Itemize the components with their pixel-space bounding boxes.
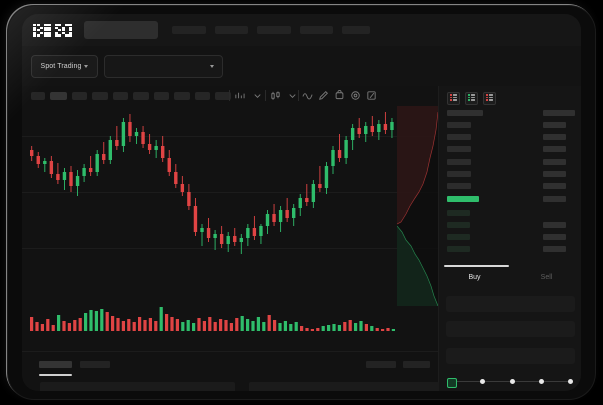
chevron-down-icon bbox=[210, 65, 214, 68]
top-navigation-bar bbox=[22, 14, 581, 46]
nav-item-0[interactable] bbox=[172, 26, 206, 34]
slider-stop[interactable] bbox=[510, 378, 515, 384]
order-amount-field[interactable] bbox=[446, 321, 575, 337]
orderbook-ask-qty[interactable] bbox=[543, 170, 566, 177]
orderbook-bid-qty[interactable] bbox=[543, 221, 566, 228]
line-wave-icon[interactable] bbox=[302, 90, 313, 101]
orderbook-ask-row[interactable] bbox=[447, 170, 471, 177]
orderbook-both-icon[interactable] bbox=[447, 92, 460, 105]
orderbook-ask-row[interactable] bbox=[447, 146, 471, 153]
bottom-action-0[interactable] bbox=[366, 361, 396, 368]
nav-item-1[interactable] bbox=[215, 26, 248, 34]
draw-pencil-icon[interactable] bbox=[318, 90, 329, 101]
timeframe-chip-8[interactable] bbox=[195, 92, 210, 100]
bottom-action-1[interactable] bbox=[403, 361, 430, 368]
slider-stop[interactable] bbox=[539, 378, 544, 384]
alert-bell-icon[interactable] bbox=[334, 90, 345, 101]
orderbook-ask-qty[interactable] bbox=[543, 122, 566, 128]
fullscreen-icon[interactable] bbox=[366, 90, 377, 101]
chart-type-icon[interactable] bbox=[270, 90, 281, 101]
tablet-device-frame: Spot Trading bbox=[8, 6, 595, 399]
toolbar-divider bbox=[265, 90, 266, 101]
toolbar-divider bbox=[298, 90, 299, 101]
orderbook-ask-row[interactable] bbox=[447, 122, 471, 128]
timeframe-chip-7[interactable] bbox=[174, 92, 190, 100]
indicators-icon[interactable] bbox=[234, 90, 245, 101]
orderbook-ask-qty[interactable] bbox=[543, 134, 566, 141]
candlestick-series bbox=[30, 112, 394, 254]
tab-sell[interactable]: Sell bbox=[511, 265, 581, 289]
bottom-panel-1 bbox=[249, 382, 439, 391]
app-screen: Spot Trading bbox=[22, 14, 581, 391]
orderbook-ask-row[interactable] bbox=[447, 134, 471, 141]
orderbook-ask-row[interactable] bbox=[447, 158, 471, 165]
slider-handle[interactable] bbox=[447, 377, 457, 388]
orderbook-header-amount[interactable] bbox=[543, 110, 575, 116]
toolbar-divider bbox=[229, 90, 230, 101]
chevron-down-icon[interactable] bbox=[252, 90, 263, 101]
okx-logo[interactable] bbox=[33, 24, 75, 37]
orderbook-ask-qty[interactable] bbox=[543, 158, 566, 165]
depth-overlay-chart bbox=[397, 106, 438, 306]
orders-bottom-panel bbox=[22, 351, 439, 391]
orderbook-bid-row[interactable] bbox=[447, 234, 470, 241]
timeframe-chip-0[interactable] bbox=[31, 92, 45, 100]
orderbook-asks-icon[interactable] bbox=[483, 92, 496, 105]
global-search-input[interactable] bbox=[84, 21, 158, 39]
orderbook-bid-row[interactable] bbox=[447, 209, 470, 216]
active-tab-underline bbox=[39, 374, 72, 376]
order-total-field[interactable] bbox=[446, 348, 575, 364]
settings-gear-icon[interactable] bbox=[350, 90, 361, 101]
bottom-tab-1[interactable] bbox=[80, 361, 110, 368]
tab-buy-label: Buy bbox=[468, 273, 481, 281]
orderbook-ask-qty[interactable] bbox=[543, 146, 566, 153]
orderbook-bid-row[interactable] bbox=[447, 221, 470, 228]
timeframe-chip-5[interactable] bbox=[133, 92, 149, 100]
nav-item-2[interactable] bbox=[257, 26, 291, 34]
market-type-dropdown[interactable]: Spot Trading bbox=[31, 55, 98, 78]
orderbook-header-price[interactable] bbox=[447, 110, 483, 116]
slider-stop[interactable] bbox=[480, 378, 485, 384]
order-price-field[interactable] bbox=[446, 296, 575, 312]
timeframe-chip-3[interactable] bbox=[92, 92, 108, 100]
orderbook-bid-row[interactable] bbox=[447, 246, 470, 253]
orderbook-trade-panel: Buy Sell bbox=[438, 86, 581, 391]
timeframe-chip-1[interactable] bbox=[50, 92, 67, 100]
chevron-down-icon bbox=[84, 65, 89, 68]
tab-sell-label: Sell bbox=[540, 273, 553, 281]
price-chart[interactable] bbox=[22, 106, 438, 351]
volume-histogram bbox=[30, 307, 395, 331]
timeframe-chip-2[interactable] bbox=[72, 92, 87, 100]
orderbook-ask-qty[interactable] bbox=[543, 183, 566, 189]
orderbook-mid-price[interactable] bbox=[447, 196, 479, 203]
bottom-tab-0[interactable] bbox=[39, 361, 72, 368]
orderbook-bid-qty[interactable] bbox=[543, 246, 566, 253]
timeframe-chip-6[interactable] bbox=[154, 92, 169, 100]
orderbook-bids-icon[interactable] bbox=[465, 92, 478, 105]
tab-buy[interactable]: Buy bbox=[439, 265, 510, 289]
orderbook-view-modes bbox=[447, 92, 496, 105]
chevron-down-icon[interactable] bbox=[287, 90, 298, 101]
buy-sell-tabs: Buy Sell bbox=[439, 265, 581, 289]
market-type-label: Spot Trading bbox=[40, 63, 82, 70]
gridline-0 bbox=[22, 136, 438, 137]
gridline-2 bbox=[22, 248, 438, 249]
bottom-panel-0 bbox=[40, 382, 235, 391]
orderbook-bid-qty[interactable] bbox=[543, 234, 566, 241]
orderbook-ask-row[interactable] bbox=[447, 183, 471, 189]
amount-percent-slider[interactable] bbox=[447, 377, 574, 388]
trading-pair-select[interactable] bbox=[104, 55, 223, 78]
ticker-bar: Spot Trading bbox=[22, 46, 581, 113]
slider-stop[interactable] bbox=[568, 378, 573, 384]
orderbook-mid-qty[interactable] bbox=[543, 196, 566, 203]
nav-item-3[interactable] bbox=[300, 26, 333, 34]
timeframe-chip-4[interactable] bbox=[113, 92, 128, 100]
gridline-1 bbox=[22, 192, 438, 193]
nav-item-4[interactable] bbox=[342, 26, 370, 34]
active-tab-underline bbox=[444, 265, 509, 267]
timeframe-chip-9[interactable] bbox=[215, 92, 231, 100]
